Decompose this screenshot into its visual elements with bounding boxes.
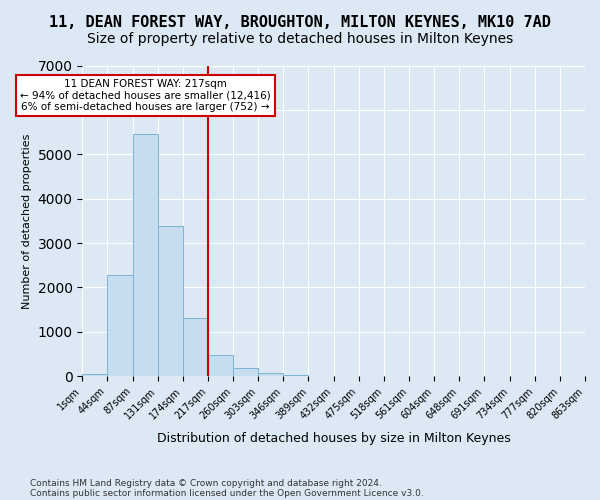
Bar xyxy=(233,368,258,376)
Y-axis label: Number of detached properties: Number of detached properties xyxy=(22,133,32,308)
Text: Contains HM Land Registry data © Crown copyright and database right 2024.: Contains HM Land Registry data © Crown c… xyxy=(30,478,382,488)
Bar xyxy=(158,226,183,376)
Text: 11, DEAN FOREST WAY, BROUGHTON, MILTON KEYNES, MK10 7AD: 11, DEAN FOREST WAY, BROUGHTON, MILTON K… xyxy=(49,15,551,30)
X-axis label: Distribution of detached houses by size in Milton Keynes: Distribution of detached houses by size … xyxy=(157,432,511,445)
Bar xyxy=(82,374,107,376)
Bar xyxy=(208,355,233,376)
Bar xyxy=(183,318,208,376)
Bar xyxy=(107,275,133,376)
Bar xyxy=(133,134,158,376)
Text: Size of property relative to detached houses in Milton Keynes: Size of property relative to detached ho… xyxy=(87,32,513,46)
Text: 11 DEAN FOREST WAY: 217sqm
← 94% of detached houses are smaller (12,416)
6% of s: 11 DEAN FOREST WAY: 217sqm ← 94% of deta… xyxy=(20,79,271,112)
Bar xyxy=(258,373,283,376)
Text: Contains public sector information licensed under the Open Government Licence v3: Contains public sector information licen… xyxy=(30,488,424,498)
